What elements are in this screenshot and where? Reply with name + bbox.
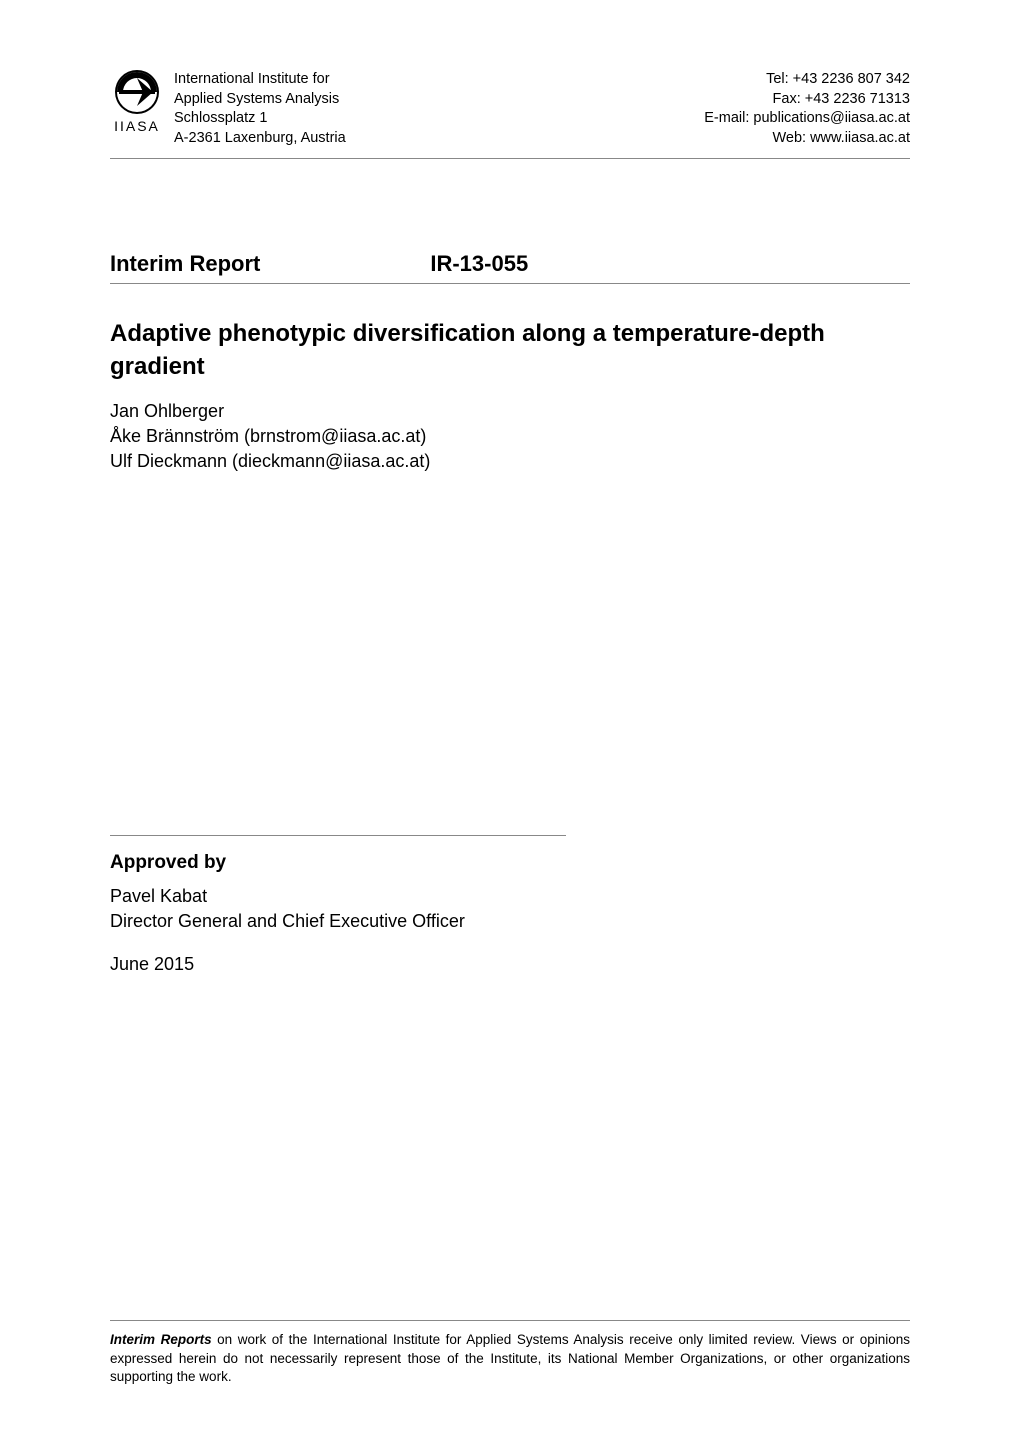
report-number: IR-13-055	[430, 251, 528, 277]
institute-line: Schlossplatz 1	[174, 109, 346, 129]
contact-email: E-mail: publications@iiasa.ac.at	[704, 109, 910, 129]
document-title: Adaptive phenotypic diversification alon…	[110, 318, 910, 383]
approval-rule	[110, 835, 566, 836]
footer-rule	[110, 1320, 910, 1321]
institute-line: A-2361 Laxenburg, Austria	[174, 129, 346, 149]
disclaimer-lead: Interim Reports	[110, 1332, 212, 1347]
approver-title: Director General and Chief Executive Off…	[110, 909, 910, 934]
approval-date: June 2015	[110, 954, 910, 975]
disclaimer-text: on work of the International Institute f…	[110, 1332, 910, 1383]
author: Åke Brännström (brnstrom@iiasa.ac.at)	[110, 424, 910, 449]
contact-tel: Tel: +43 2236 807 342	[704, 70, 910, 90]
institute-address: International Institute for Applied Syst…	[174, 68, 346, 148]
author: Jan Ohlberger	[110, 399, 910, 424]
approver-name: Pavel Kabat	[110, 884, 910, 909]
contact-web: Web: www.iiasa.ac.at	[704, 129, 910, 149]
disclaimer: Interim Reports on work of the Internati…	[110, 1331, 910, 1386]
page-header: IIASA International Institute for Applie…	[110, 68, 910, 159]
institute-line: Applied Systems Analysis	[174, 90, 346, 110]
header-contact: Tel: +43 2236 807 342 Fax: +43 2236 7131…	[704, 68, 910, 148]
logo-acronym: IIASA	[114, 118, 160, 134]
page-footer: Interim Reports on work of the Internati…	[110, 1320, 910, 1386]
logo-glyph-icon	[113, 68, 161, 116]
header-left: IIASA International Institute for Applie…	[110, 68, 346, 148]
institute-line: International Institute for	[174, 70, 346, 90]
contact-fax: Fax: +43 2236 71313	[704, 90, 910, 110]
report-heading: Interim Report IR-13-055	[110, 251, 910, 284]
report-label: Interim Report	[110, 251, 260, 277]
approval-block: Approved by Pavel Kabat Director General…	[110, 835, 910, 975]
author: Ulf Dieckmann (dieckmann@iiasa.ac.at)	[110, 449, 910, 474]
iiasa-logo: IIASA	[110, 68, 164, 134]
approved-by-label: Approved by	[110, 852, 910, 874]
author-list: Jan Ohlberger Åke Brännström (brnstrom@i…	[110, 399, 910, 475]
